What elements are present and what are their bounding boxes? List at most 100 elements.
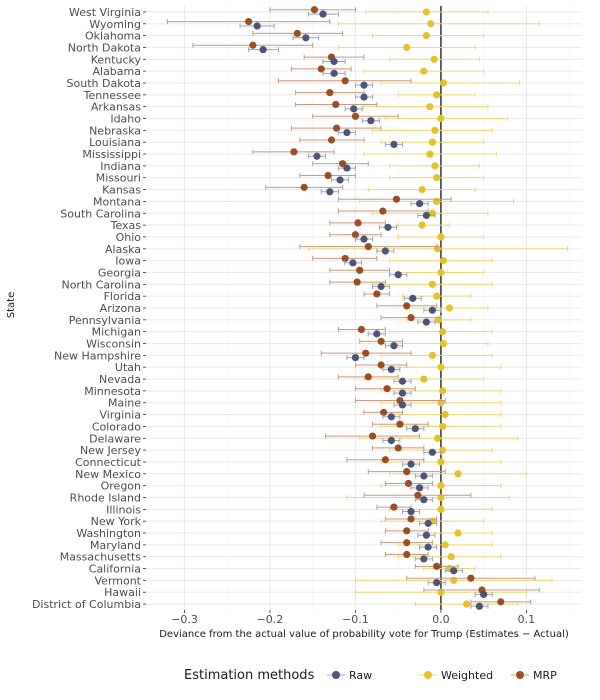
point-raw xyxy=(420,496,428,504)
point-raw xyxy=(326,188,334,196)
x-tick-label: −0.3 xyxy=(171,613,198,626)
point-mrp xyxy=(396,420,404,428)
state-label: Louisiana xyxy=(89,136,141,149)
point-weighted xyxy=(426,103,434,111)
point-raw xyxy=(424,519,432,527)
state-label: Rhode Island xyxy=(70,491,141,504)
legend-key-point xyxy=(424,671,432,679)
point-weighted xyxy=(445,304,454,312)
point-raw xyxy=(330,57,338,66)
x-tick-label: 0.0 xyxy=(432,613,450,626)
point-mrp xyxy=(351,231,360,239)
state-label: Mississippi xyxy=(82,148,141,161)
point-mrp xyxy=(326,89,334,97)
state-label: Tennessee xyxy=(83,89,142,102)
state-label: Michigan xyxy=(92,326,141,339)
point-mrp xyxy=(362,349,370,357)
point-raw xyxy=(398,389,407,397)
state-label: Utah xyxy=(115,361,141,374)
point-mrp xyxy=(394,444,402,452)
errorbar-weighted xyxy=(363,104,489,110)
point-weighted xyxy=(437,268,445,277)
point-weighted xyxy=(439,422,447,431)
point-raw xyxy=(428,306,436,314)
point-raw xyxy=(349,259,357,267)
point-weighted xyxy=(447,553,455,561)
plot-panel xyxy=(146,6,582,610)
point-weighted xyxy=(437,114,445,123)
point-mrp xyxy=(414,491,422,499)
state-label: Alaska xyxy=(105,243,141,256)
point-raw xyxy=(390,342,398,350)
point-weighted xyxy=(437,505,445,513)
point-raw xyxy=(350,105,358,113)
point-raw xyxy=(330,69,338,77)
state-label: Delaware xyxy=(89,432,141,445)
point-mrp xyxy=(403,550,411,559)
point-weighted xyxy=(403,43,411,52)
point-raw xyxy=(424,543,432,551)
point-raw xyxy=(428,448,436,456)
point-mrp xyxy=(381,456,389,464)
state-label: Connecticut xyxy=(75,456,142,469)
state-label: Nevada xyxy=(99,373,141,386)
state-label: Pennsylvania xyxy=(69,314,141,327)
errorbar-weighted xyxy=(380,352,493,358)
point-weighted xyxy=(427,20,435,28)
state-label: South Dakota xyxy=(67,77,141,90)
point-mrp xyxy=(333,124,341,132)
point-mrp xyxy=(403,527,411,535)
state-label: Arkansas xyxy=(91,101,141,114)
x-axis: −0.3 −0.2 −0.1 0.0 0.1 xyxy=(171,610,535,626)
legend-entry-raw: Raw xyxy=(327,669,372,682)
point-raw xyxy=(387,436,395,445)
point-raw xyxy=(360,93,368,101)
point-raw xyxy=(387,365,395,374)
legend-label: Raw xyxy=(349,669,372,682)
legend-entry-weighted: Weighted xyxy=(419,669,493,682)
point-weighted xyxy=(437,233,445,241)
point-mrp xyxy=(433,562,441,570)
state-label: Kansas xyxy=(102,184,141,197)
point-weighted xyxy=(462,600,471,608)
point-weighted xyxy=(439,328,447,336)
point-mrp xyxy=(290,148,298,156)
point-mrp xyxy=(497,598,505,606)
point-raw xyxy=(259,46,267,54)
point-raw xyxy=(415,200,424,208)
point-raw xyxy=(384,223,392,231)
errorbar-weighted xyxy=(380,80,521,86)
point-raw xyxy=(387,413,395,421)
point-weighted xyxy=(433,174,441,182)
state-label: North Dakota xyxy=(68,41,141,54)
point-mrp xyxy=(354,219,362,227)
point-weighted xyxy=(437,482,445,490)
legend-label: Weighted xyxy=(441,669,493,682)
point-weighted xyxy=(422,32,431,40)
state-label: Texas xyxy=(110,219,142,232)
errorbar-weighted xyxy=(346,494,510,500)
point-weighted xyxy=(418,221,426,229)
point-weighted xyxy=(454,470,462,478)
state-label: Hawaii xyxy=(104,586,141,599)
state-label: New Hampshire xyxy=(54,349,141,362)
state-label: Colorado xyxy=(92,420,141,433)
state-label: Minnesota xyxy=(84,385,141,398)
errorbar-weighted xyxy=(337,21,540,27)
point-weighted xyxy=(439,257,448,265)
series-raw xyxy=(239,10,493,610)
state-label: Arizona xyxy=(100,302,141,315)
point-mrp xyxy=(377,361,385,369)
point-mrp xyxy=(403,539,411,547)
point-raw xyxy=(377,282,385,291)
point-raw xyxy=(433,578,441,587)
state-label: California xyxy=(89,563,141,576)
point-raw xyxy=(422,211,431,220)
point-raw xyxy=(360,81,368,89)
point-raw xyxy=(407,460,415,468)
x-tick-label: 0.1 xyxy=(518,613,536,626)
point-raw xyxy=(480,590,488,599)
point-weighted xyxy=(428,280,436,288)
state-label: Virginia xyxy=(100,409,141,422)
point-weighted xyxy=(439,339,448,348)
